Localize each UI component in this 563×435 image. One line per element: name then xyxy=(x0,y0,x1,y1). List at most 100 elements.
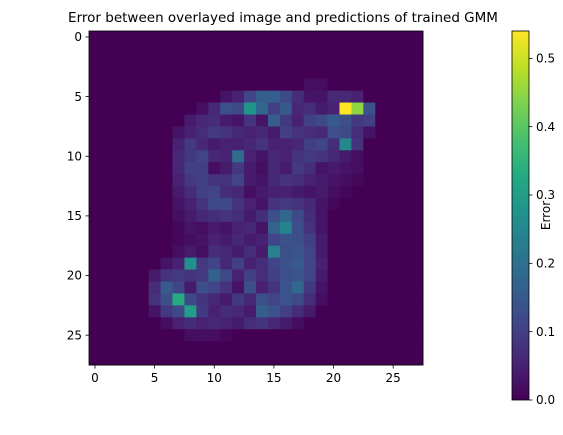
heatmap-cell xyxy=(124,102,138,115)
heatmap-cell xyxy=(279,341,293,354)
heatmap-cell xyxy=(112,126,126,139)
heatmap-cell xyxy=(136,198,150,211)
heatmap-cell xyxy=(244,162,257,175)
heatmap-cell xyxy=(172,138,185,151)
heatmap-cell xyxy=(244,78,257,92)
heatmap-cell xyxy=(184,293,197,306)
heatmap-cell xyxy=(327,90,340,103)
heatmap-cell xyxy=(124,162,138,175)
heatmap-cell xyxy=(303,114,317,127)
heatmap-cell xyxy=(196,138,209,151)
heatmap-cell xyxy=(89,269,102,282)
heatmap-cell xyxy=(148,257,161,270)
heatmap-cell xyxy=(327,257,340,270)
heatmap-cell xyxy=(160,281,173,294)
heatmap-cell xyxy=(124,305,138,318)
heatmap-cell xyxy=(256,293,269,306)
heatmap-cell xyxy=(315,293,328,306)
heatmap-cell xyxy=(232,138,245,151)
heatmap-cell xyxy=(208,209,221,223)
heatmap-cell xyxy=(124,257,138,270)
heatmap-cell xyxy=(172,341,185,354)
heatmap-cell xyxy=(184,186,197,199)
heatmap-cell xyxy=(399,102,412,115)
colorbar-tick-label: 0.0 xyxy=(536,393,555,407)
heatmap-cell xyxy=(327,233,340,247)
heatmap-cell xyxy=(196,305,209,318)
heatmap-cell xyxy=(124,186,138,199)
heatmap-cell xyxy=(89,31,102,44)
heatmap-cell xyxy=(279,329,293,342)
heatmap-cell xyxy=(160,341,173,354)
heatmap-cell xyxy=(291,174,305,187)
heatmap-cell xyxy=(267,257,281,270)
heatmap-cell xyxy=(291,317,305,330)
heatmap-cell xyxy=(327,31,340,44)
heatmap-cell xyxy=(244,174,257,187)
heatmap-cell xyxy=(232,329,245,342)
heatmap-cell xyxy=(148,42,161,56)
heatmap-cell xyxy=(196,126,209,139)
heatmap-cell xyxy=(339,209,352,223)
heatmap-cell xyxy=(291,126,305,139)
heatmap-cell xyxy=(363,114,376,127)
heatmap-cell xyxy=(387,174,400,187)
heatmap-cell xyxy=(303,31,317,44)
heatmap-cell xyxy=(327,186,340,199)
heatmap-cell xyxy=(172,31,185,44)
heatmap-cell xyxy=(208,126,221,139)
heatmap-cell xyxy=(196,42,209,56)
heatmap-cell xyxy=(339,174,352,187)
heatmap-cell xyxy=(327,162,340,175)
heatmap-cell xyxy=(148,150,161,163)
heatmap-cell xyxy=(351,198,364,211)
heatmap-cell xyxy=(351,353,364,366)
x-tick-label: 5 xyxy=(151,371,159,385)
heatmap-cell xyxy=(124,281,138,294)
heatmap-cell xyxy=(112,138,126,151)
heatmap-cell xyxy=(267,90,281,103)
y-tick-label: 25 xyxy=(67,328,82,342)
heatmap-cell xyxy=(339,257,352,270)
heatmap-cell xyxy=(100,281,114,294)
heatmap-cell xyxy=(267,221,281,235)
heatmap-cell xyxy=(112,317,126,330)
heatmap-cell xyxy=(232,78,245,92)
heatmap-cell xyxy=(267,138,281,151)
heatmap-cell xyxy=(136,353,150,366)
heatmap-cell xyxy=(112,209,126,223)
y-axis-ticks: 0 5 10 15 20 25 xyxy=(67,30,89,342)
heatmap-cell xyxy=(160,66,173,80)
heatmap-cell xyxy=(375,174,388,187)
heatmap-cell xyxy=(315,221,328,235)
heatmap-cell xyxy=(112,102,126,115)
colorbar-tick-label: 0.3 xyxy=(536,188,555,202)
heatmap-cell xyxy=(411,329,424,342)
heatmap-cell xyxy=(160,174,173,187)
heatmap-cell xyxy=(387,31,400,44)
heatmap-cell xyxy=(208,281,221,294)
heatmap-cell xyxy=(172,293,185,306)
heatmap-cell xyxy=(399,162,412,175)
heatmap-cell xyxy=(112,31,126,44)
heatmap-cell xyxy=(279,245,293,259)
heatmap-cell xyxy=(208,102,221,115)
heatmap-cell xyxy=(208,162,221,175)
heatmap-cell xyxy=(387,329,400,342)
heatmap-cell xyxy=(148,245,161,259)
heatmap-cell xyxy=(196,293,209,306)
heatmap-cell xyxy=(208,114,221,127)
heatmap-cell xyxy=(375,31,388,44)
colorbar-label: Error xyxy=(539,201,553,230)
heatmap-cell xyxy=(315,245,328,259)
heatmap-cell xyxy=(387,257,400,270)
heatmap-cell xyxy=(399,221,412,235)
heatmap-cell xyxy=(244,198,257,211)
heatmap-cell xyxy=(327,126,340,139)
heatmap-cell xyxy=(232,293,245,306)
heatmap-cell xyxy=(136,341,150,354)
heatmap-cell xyxy=(256,221,269,235)
heatmap-cell xyxy=(291,54,305,68)
heatmap-cell xyxy=(315,341,328,354)
heatmap-cell xyxy=(411,245,424,259)
